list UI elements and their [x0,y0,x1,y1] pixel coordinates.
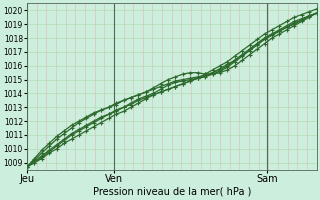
X-axis label: Pression niveau de la mer( hPa ): Pression niveau de la mer( hPa ) [92,187,251,197]
